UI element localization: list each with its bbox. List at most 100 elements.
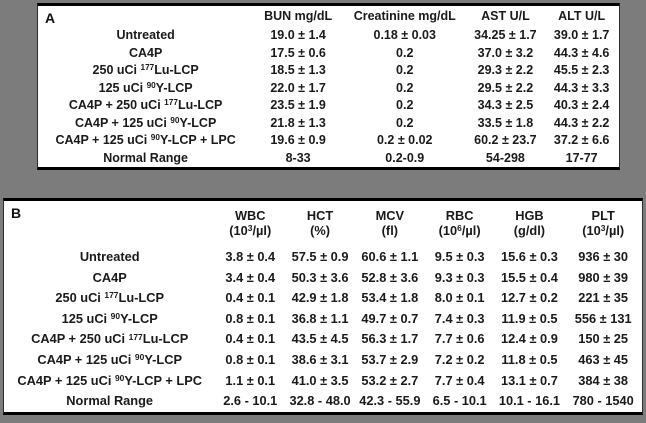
isotope-superscript: 90	[134, 352, 145, 363]
label-text: Untreated	[79, 249, 140, 264]
cell: 53.2 ± 2.7	[361, 372, 419, 388]
cell: 0.2-0.9	[385, 150, 425, 165]
row-label: CA4P + 250 uCi 177Lu-LCP	[38, 97, 253, 115]
cell: 384 ± 38	[578, 372, 629, 388]
cell: 49.7 ± 0.7	[361, 310, 419, 326]
cell: 38.6 ± 3.1	[291, 352, 349, 368]
cell: 6.5 - 10.1	[432, 393, 487, 409]
cell: 780 - 1540	[572, 393, 634, 409]
label-text: CA4P + 125 uCi	[55, 133, 151, 148]
cell: 12.7 ± 0.2	[501, 290, 558, 306]
column-name: HGB	[515, 208, 544, 224]
cell: 0.8 ± 0.1	[225, 352, 276, 368]
header-row: WBC (103/µl) HCT (%) MCV (fl) RBC (106/µ…	[4, 201, 642, 247]
cell: 29.3 ± 2.2	[477, 63, 534, 78]
cell: 9.3 ± 0.3	[434, 269, 485, 285]
cell: 54-298	[485, 150, 525, 165]
column-name: HCT	[306, 208, 334, 224]
label-text: Lu-LCP	[177, 98, 223, 113]
cell: 37.0 ± 3.2	[477, 45, 534, 60]
label-text: Y-LCP	[155, 80, 193, 95]
label-text: CA4P + 125 uCi	[74, 115, 171, 130]
table-row: CA4P + 250 uCi 177Lu-LCP 23.5 ± 1.9 0.2 …	[38, 97, 619, 115]
cell: 0.2	[396, 80, 414, 95]
unit-superscript: 6	[457, 223, 462, 234]
cell: 0.2 ± 0.02	[376, 133, 433, 148]
unit-text: (10	[438, 223, 458, 239]
cell: 44.3 ± 2.2	[553, 115, 610, 130]
cell: 41.0 ± 3.5	[291, 372, 349, 388]
cell: 15.6 ± 0.3	[501, 249, 558, 264]
label-text: Untreated	[116, 28, 175, 43]
cell: 1.1 ± 0.1	[225, 372, 276, 388]
cell: 18.5 ± 1.3	[270, 63, 326, 78]
column-header: HGB (g/dl)	[495, 201, 565, 247]
cell: 15.5 ± 0.4	[501, 269, 558, 285]
row-label: CA4P + 125 uCi 90Y-LCP	[38, 115, 253, 133]
cell: 7.2 ± 0.2	[434, 352, 485, 368]
label-text: Y-LCP + LPC	[159, 133, 236, 148]
label-text: Lu-LCP	[118, 290, 165, 306]
isotope-superscript: 90	[150, 133, 160, 143]
column-unit: (fl)	[355, 223, 425, 239]
row-label: 125 uCi 90Y-LCP	[4, 309, 215, 330]
label-text: 125 uCi	[98, 80, 147, 95]
column-header: MCV (fl)	[355, 201, 425, 247]
label-text: CA4P	[128, 45, 163, 60]
column-name: WBC	[234, 208, 266, 224]
table-row: 125 uCi 90Y-LCP 0.8 ± 0.1 36.8 ± 1.1 49.…	[4, 309, 642, 330]
cell: 17-77	[565, 150, 598, 165]
row-label: CA4P + 125 uCi 90Y-LCP + LPC	[38, 132, 253, 150]
unit-text: (%)	[310, 223, 330, 239]
cell: 52.8 ± 3.6	[361, 269, 419, 285]
label-text: 125 uCi	[61, 310, 111, 326]
cell: 39.0 ± 1.7	[553, 28, 610, 43]
unit-text: /µl)	[252, 223, 272, 239]
cell: 53.4 ± 1.8	[361, 290, 419, 306]
label-text: CA4P + 250 uCi	[31, 331, 129, 347]
cell: 60.2 ± 23.7	[474, 133, 537, 148]
unit-text: /µl)	[605, 223, 625, 239]
cell: 0.8 ± 0.1	[225, 310, 276, 326]
cell: 0.2	[396, 115, 414, 130]
cell: 12.4 ± 0.9	[501, 331, 558, 347]
row-label: CA4P + 125 uCi 90Y-LCP + LPC	[4, 371, 215, 392]
hematology-table: WBC (103/µl) HCT (%) MCV (fl) RBC (106/µ…	[4, 201, 642, 412]
cell: 44.3 ± 4.6	[553, 45, 610, 60]
unit-text: (10	[229, 223, 248, 239]
column-header: ALT U/L	[558, 8, 606, 23]
column-name: PLT	[591, 208, 615, 224]
column-unit: (103/µl)	[564, 223, 642, 239]
table-row-normal-range: Normal Range 8-33 0.2-0.9 54-298 17-77	[38, 150, 619, 168]
panel-b: B WBC (103/µl) HCT (%) MCV (fl)	[3, 198, 643, 415]
cell: 34.3 ± 2.5	[477, 98, 534, 113]
cell: 3.4 ± 0.4	[225, 269, 276, 285]
cell: 7.7 ± 0.4	[434, 372, 485, 388]
panel-a-label: A	[45, 10, 56, 26]
isotope-superscript: 90	[114, 372, 125, 383]
column-name: MCV	[375, 208, 405, 224]
label-text: Y-LCP + LPC	[124, 372, 202, 388]
table-row: 250 uCi 177Lu-LCP 0.4 ± 0.1 42.9 ± 1.8 5…	[4, 288, 642, 309]
cell: 42.3 - 55.9	[359, 393, 421, 409]
label-text: 250 uCi	[55, 290, 105, 306]
column-header: BUN mg/dL	[264, 8, 333, 23]
isotope-superscript: 90	[110, 311, 121, 322]
cell: 0.4 ± 0.1	[225, 290, 276, 306]
column-header: HCT (%)	[285, 201, 355, 247]
label-text: Lu-LCP	[154, 63, 199, 78]
column-header: AST U/L	[481, 8, 530, 23]
cell: 221 ± 35	[578, 290, 629, 306]
cell: 13.1 ± 0.7	[501, 372, 558, 388]
cell: 0.18 ± 0.03	[373, 28, 436, 43]
corner-cell	[4, 201, 215, 247]
row-label: Untreated	[4, 247, 215, 268]
cell: 9.5 ± 0.3	[434, 249, 485, 264]
table-row-normal-range: Normal Range 2.6 - 10.1 32.8 - 48.0 42.3…	[4, 391, 642, 412]
row-label: Normal Range	[4, 391, 215, 412]
table-row: Untreated 19.0 ± 1.4 0.18 ± 0.03 34.25 ±…	[38, 27, 619, 45]
column-unit: (106/µl)	[425, 223, 495, 239]
isotope-superscript: 90	[170, 115, 180, 125]
row-label: Untreated	[38, 27, 253, 45]
